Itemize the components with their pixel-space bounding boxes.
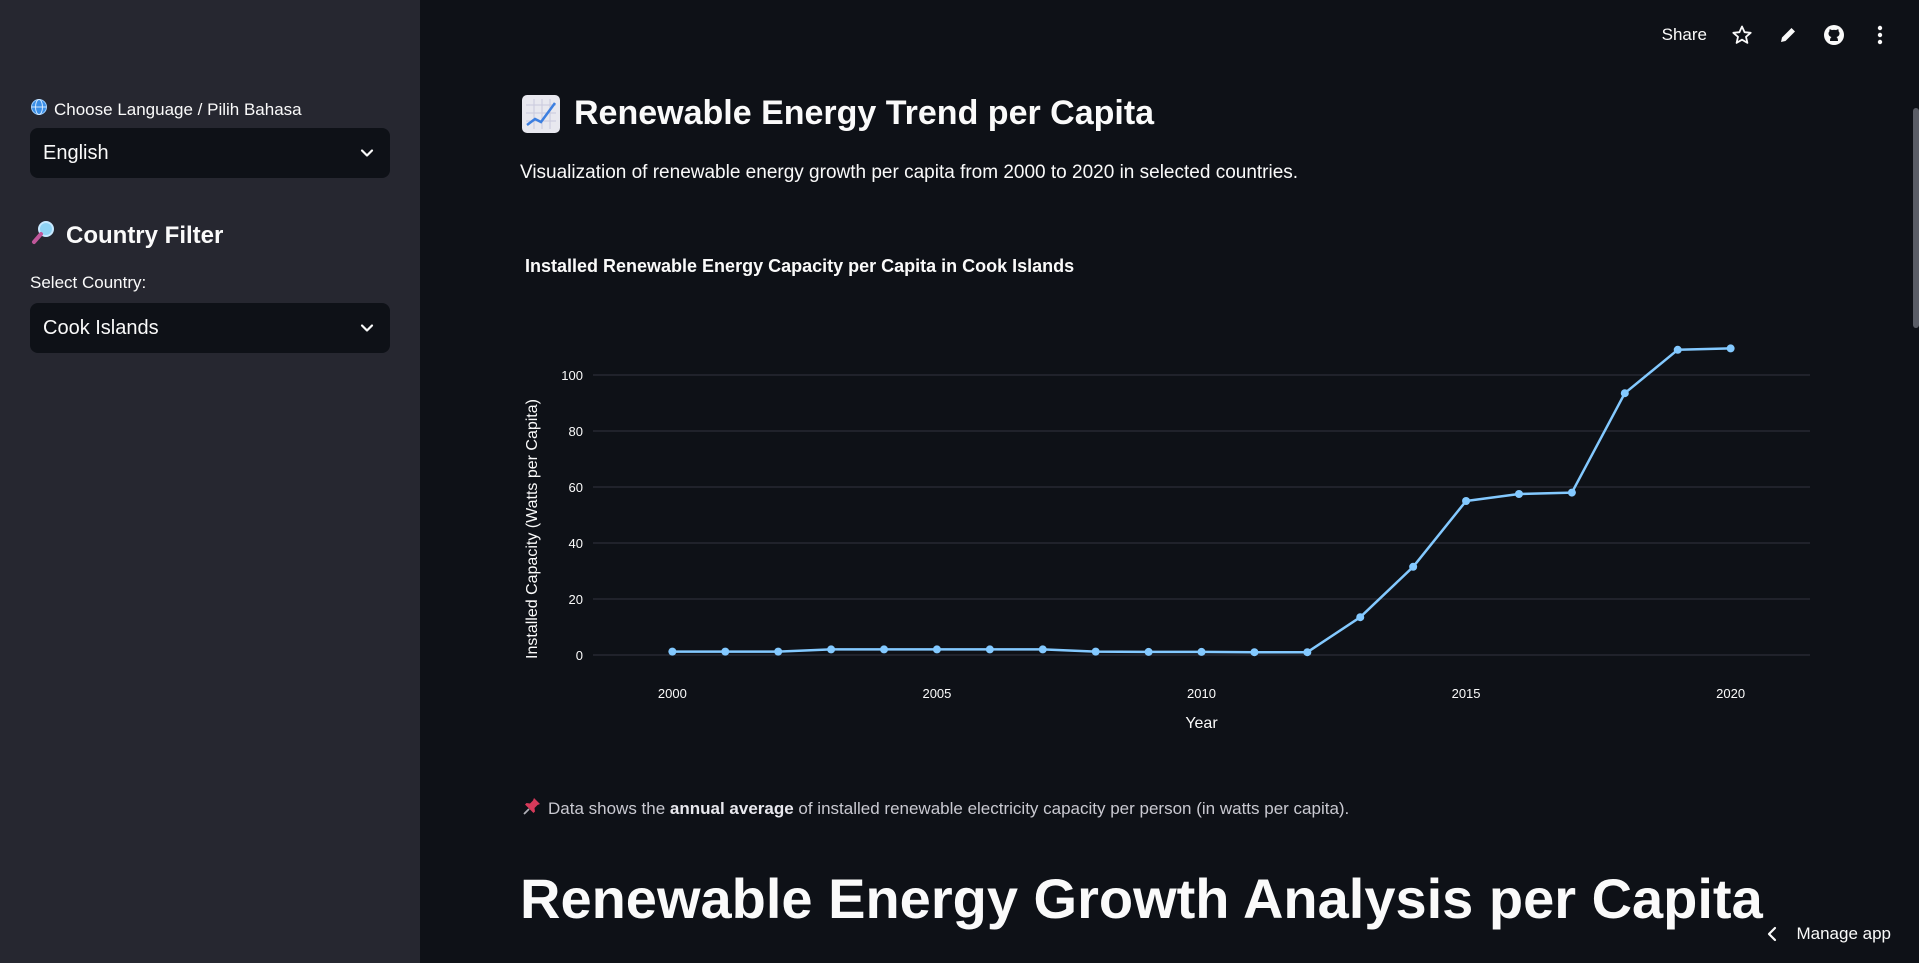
top-toolbar: Share <box>1662 24 1891 46</box>
data-point <box>1303 648 1312 657</box>
data-point <box>1144 647 1153 656</box>
data-point <box>827 645 836 654</box>
pushpin-icon <box>522 796 542 821</box>
data-point <box>1620 389 1629 398</box>
sidebar: Choose Language / Pilih Bahasa English C… <box>0 0 420 963</box>
data-point <box>1038 645 1047 654</box>
chevron-left-icon <box>1768 926 1777 942</box>
data-point <box>880 645 889 654</box>
page-title: Renewable Energy Trend per Capita <box>522 94 1154 133</box>
manage-app-button[interactable]: Manage app <box>1766 924 1891 944</box>
data-point <box>1462 497 1471 505</box>
github-icon[interactable] <box>1823 24 1845 46</box>
x-tick-label: 2015 <box>1452 686 1481 701</box>
data-point <box>1091 647 1100 656</box>
pencil-icon[interactable] <box>1777 24 1799 46</box>
line-chart[interactable]: Installed Renewable Energy Capacity per … <box>518 250 1818 750</box>
data-point <box>985 645 994 654</box>
y-tick-label: 20 <box>569 592 583 607</box>
y-tick-label: 100 <box>561 368 583 383</box>
note-suffix: of installed renewable electricity capac… <box>793 798 1350 818</box>
y-tick-label: 60 <box>569 480 583 495</box>
y-tick-label: 40 <box>569 536 583 551</box>
data-note: Data shows the annual average of install… <box>522 796 1349 821</box>
language-label: Choose Language / Pilih Bahasa <box>30 98 302 121</box>
data-note-text: Data shows the annual average of install… <box>548 799 1349 819</box>
data-point <box>668 647 677 656</box>
data-point <box>721 647 730 656</box>
share-button[interactable]: Share <box>1661 25 1707 44</box>
chevron-down-icon <box>360 149 374 157</box>
scrollbar[interactable] <box>1913 108 1919 328</box>
data-point <box>1409 562 1418 571</box>
data-point <box>1197 647 1206 656</box>
data-point <box>1673 345 1682 354</box>
country-select[interactable]: Cook Islands <box>30 303 390 353</box>
language-label-text: Choose Language / Pilih Bahasa <box>54 99 302 119</box>
note-prefix: Data shows the <box>548 798 670 818</box>
data-point <box>932 645 941 654</box>
more-options-icon[interactable] <box>1869 24 1891 46</box>
chart-title: Installed Renewable Energy Capacity per … <box>525 256 1074 276</box>
data-point <box>1356 613 1365 622</box>
star-icon[interactable] <box>1731 24 1753 46</box>
page-subtitle: Visualization of renewable energy growth… <box>520 162 1299 183</box>
chart-container: Installed Renewable Energy Capacity per … <box>518 250 1818 750</box>
data-point <box>1514 490 1523 498</box>
page-title-text: Renewable Energy Trend per Capita <box>574 94 1155 132</box>
country-select-value: Cook Islands <box>43 316 159 339</box>
y-tick-label: 80 <box>569 424 583 439</box>
y-tick-label: 0 <box>576 648 583 663</box>
chart-increasing-icon <box>522 94 560 133</box>
x-tick-label: 2010 <box>1187 686 1216 701</box>
language-select[interactable]: English <box>30 128 390 178</box>
data-point <box>1250 648 1259 657</box>
x-axis-label: Year <box>1185 715 1218 732</box>
section-heading: Renewable Energy Growth Analysis per Cap… <box>520 867 1763 930</box>
magnifier-icon <box>30 218 58 253</box>
country-label: Select Country: <box>30 273 147 292</box>
x-tick-label: 2000 <box>658 686 687 701</box>
country-filter-heading-text: Country Filter <box>66 221 224 249</box>
data-point <box>1567 488 1576 497</box>
x-tick-label: 2020 <box>1716 686 1745 701</box>
y-axis-label: Installed Capacity (Watts per Capita) <box>524 399 541 659</box>
chevron-down-icon <box>360 324 374 332</box>
data-point <box>774 647 783 656</box>
series-line <box>672 347 1731 654</box>
note-bold: annual average <box>669 798 794 818</box>
x-tick-label: 2005 <box>922 686 951 701</box>
country-filter-heading: Country Filter <box>30 218 223 253</box>
language-select-value: English <box>43 141 109 164</box>
data-point <box>1726 344 1735 353</box>
manage-app-label: Manage app <box>1796 924 1891 943</box>
globe-icon <box>30 98 48 121</box>
